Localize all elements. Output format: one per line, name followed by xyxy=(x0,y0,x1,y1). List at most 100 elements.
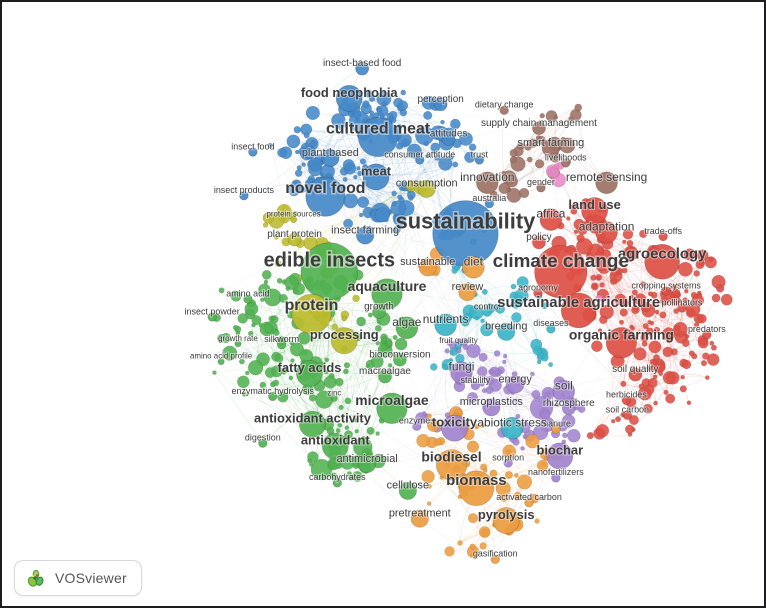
node[interactable] xyxy=(406,180,414,188)
term-node[interactable] xyxy=(644,243,681,280)
node[interactable] xyxy=(458,131,473,146)
node[interactable] xyxy=(374,207,390,223)
node[interactable] xyxy=(539,113,545,119)
term-node[interactable] xyxy=(492,507,520,535)
term-label[interactable]: amino acid profile xyxy=(189,351,254,362)
term-node[interactable] xyxy=(217,358,225,366)
term-label[interactable]: adaptation xyxy=(578,219,636,235)
node[interactable] xyxy=(627,432,633,437)
node[interactable] xyxy=(624,246,639,261)
term-label[interactable]: diseases xyxy=(532,317,570,329)
node[interactable] xyxy=(391,201,397,207)
node[interactable] xyxy=(259,381,267,389)
term-node[interactable] xyxy=(248,147,258,157)
node[interactable] xyxy=(705,375,710,380)
node[interactable] xyxy=(466,440,480,453)
term-node[interactable] xyxy=(546,442,574,470)
node[interactable] xyxy=(303,145,317,159)
term-node[interactable] xyxy=(330,327,358,355)
term-label[interactable]: agroecology xyxy=(617,245,708,263)
node[interactable] xyxy=(536,135,546,146)
term-label[interactable]: sustainable agriculture xyxy=(496,294,661,312)
node[interactable] xyxy=(274,260,282,268)
node[interactable] xyxy=(604,295,610,301)
term-label[interactable]: review xyxy=(451,280,485,294)
node[interactable] xyxy=(310,140,317,147)
term-label[interactable]: pyrolysis xyxy=(477,506,536,523)
node[interactable] xyxy=(513,473,519,478)
node[interactable] xyxy=(633,306,639,312)
node[interactable] xyxy=(358,212,364,218)
term-node[interactable] xyxy=(658,231,668,242)
node[interactable] xyxy=(530,338,543,351)
node[interactable] xyxy=(375,431,380,436)
node[interactable] xyxy=(344,430,353,440)
term-node[interactable] xyxy=(434,313,457,337)
term-node[interactable] xyxy=(474,155,485,165)
node[interactable] xyxy=(357,170,363,177)
node[interactable] xyxy=(237,313,249,324)
node[interactable] xyxy=(308,462,314,467)
node[interactable] xyxy=(460,317,470,327)
term-label[interactable]: trust xyxy=(470,148,490,160)
node[interactable] xyxy=(429,363,438,371)
node[interactable] xyxy=(570,203,577,210)
term-node[interactable] xyxy=(335,84,363,112)
node[interactable] xyxy=(262,212,275,224)
node[interactable] xyxy=(679,385,687,393)
node[interactable] xyxy=(633,347,647,361)
term-node[interactable] xyxy=(505,375,525,394)
node[interactable] xyxy=(574,103,583,112)
node[interactable] xyxy=(376,105,389,117)
term-node[interactable] xyxy=(372,304,386,319)
node[interactable] xyxy=(264,367,276,378)
node[interactable] xyxy=(247,359,264,376)
term-node[interactable] xyxy=(418,258,437,277)
node[interactable] xyxy=(666,338,671,344)
node[interactable] xyxy=(629,294,634,300)
term-label[interactable]: macroalgae xyxy=(358,365,412,378)
node[interactable] xyxy=(482,375,487,381)
node[interactable] xyxy=(394,337,408,351)
node[interactable] xyxy=(342,159,355,172)
term-label[interactable]: energy xyxy=(497,372,533,386)
term-label[interactable]: growth xyxy=(363,301,395,314)
term-node[interactable] xyxy=(355,226,375,245)
node[interactable] xyxy=(681,359,692,370)
node[interactable] xyxy=(512,438,520,446)
node[interactable] xyxy=(568,116,574,122)
node[interactable] xyxy=(406,143,422,159)
node[interactable] xyxy=(237,375,250,389)
node[interactable] xyxy=(619,308,628,317)
node[interactable] xyxy=(649,358,657,366)
node[interactable] xyxy=(323,375,337,389)
term-node[interactable] xyxy=(357,117,399,158)
node[interactable] xyxy=(510,283,517,290)
node[interactable] xyxy=(673,308,680,314)
term-label[interactable]: aquaculture xyxy=(347,277,428,295)
node[interactable] xyxy=(357,196,370,209)
node[interactable] xyxy=(468,143,477,152)
node[interactable] xyxy=(258,283,271,297)
node[interactable] xyxy=(495,480,511,497)
term-label[interactable]: smart farming xyxy=(517,136,586,150)
node[interactable] xyxy=(277,147,287,158)
term-label[interactable]: insect powder xyxy=(184,305,241,317)
node[interactable] xyxy=(310,458,333,481)
term-node[interactable] xyxy=(207,312,217,322)
node[interactable] xyxy=(680,374,685,380)
term-label[interactable]: soil xyxy=(554,378,574,394)
node[interactable] xyxy=(353,110,362,119)
term-node[interactable] xyxy=(239,190,249,201)
node[interactable] xyxy=(615,416,622,423)
node[interactable] xyxy=(343,218,354,229)
node[interactable] xyxy=(616,267,624,275)
node[interactable] xyxy=(444,348,450,354)
term-label[interactable]: processing xyxy=(309,326,380,343)
term-label[interactable]: sustainability xyxy=(394,207,537,235)
node[interactable] xyxy=(353,174,358,180)
node[interactable] xyxy=(454,265,460,271)
node[interactable] xyxy=(477,366,488,377)
term-label[interactable]: consumption xyxy=(395,177,459,191)
